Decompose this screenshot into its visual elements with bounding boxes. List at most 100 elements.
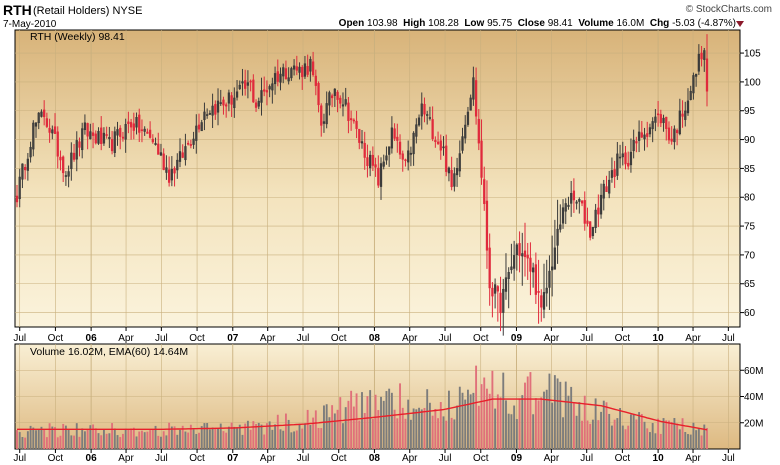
candle-body xyxy=(292,65,296,70)
volume-bar xyxy=(640,413,643,449)
candle-body xyxy=(412,132,415,155)
candle-body xyxy=(138,114,141,133)
candle-body xyxy=(110,139,114,152)
candle-body xyxy=(320,105,323,126)
candle-body xyxy=(379,163,383,187)
volume-bar xyxy=(488,393,491,449)
volume-bar xyxy=(181,425,184,449)
volume-bar xyxy=(122,433,124,449)
volume-bar xyxy=(317,427,320,449)
candle-body xyxy=(390,127,394,149)
candle-body xyxy=(284,68,288,80)
candle-body xyxy=(480,140,483,178)
volume-bar xyxy=(703,424,706,449)
candle-body xyxy=(336,91,339,100)
candle-body xyxy=(162,153,165,170)
volume-bar xyxy=(287,419,290,449)
volume-bar xyxy=(18,432,21,449)
volume-bar xyxy=(276,414,279,449)
candle-body xyxy=(311,61,315,76)
candle-body xyxy=(616,153,619,176)
candle-body xyxy=(24,167,27,171)
volume-bar xyxy=(697,428,700,449)
volume-bar xyxy=(127,430,130,449)
volume-bar xyxy=(86,429,89,449)
volume-bar xyxy=(227,426,230,449)
volume-bar xyxy=(78,436,81,449)
candle-body xyxy=(461,136,464,151)
candle-body xyxy=(523,250,527,258)
candle-body xyxy=(64,175,68,177)
candle-body xyxy=(129,122,133,128)
volume-bar xyxy=(581,420,583,449)
volume-value: 16.0M xyxy=(616,18,645,29)
volume-bar xyxy=(428,402,431,449)
close-value: 98.41 xyxy=(547,18,573,29)
volume-bar xyxy=(214,428,217,449)
candle-body xyxy=(445,145,448,172)
candle-body xyxy=(135,117,138,128)
brand-link[interactable]: © StockCharts.com xyxy=(685,4,772,15)
volume-bar xyxy=(684,431,687,449)
candle-body xyxy=(157,143,160,155)
x-tick-label: Oct xyxy=(189,333,205,344)
volume-bar xyxy=(54,427,56,449)
volume-bar xyxy=(619,408,622,449)
volume-bar xyxy=(477,405,480,449)
volume-bar xyxy=(676,423,679,449)
candle-body xyxy=(556,228,559,246)
candle-body xyxy=(643,134,646,140)
candle-body xyxy=(18,176,21,200)
candle-body xyxy=(203,111,206,121)
volume-bar xyxy=(217,428,219,449)
volume-bar xyxy=(124,428,127,449)
x-tick-label: Jul xyxy=(439,333,452,344)
candle-body xyxy=(246,82,250,86)
volume-bar xyxy=(450,417,453,449)
candle-body xyxy=(700,52,703,60)
volume-bar xyxy=(298,423,301,449)
candle-body xyxy=(309,58,312,72)
volume-bar xyxy=(385,391,388,449)
candle-body xyxy=(442,146,445,149)
volume-bar xyxy=(336,409,339,449)
volume-bar xyxy=(149,430,152,449)
volume-bar xyxy=(339,397,342,449)
volume-bar xyxy=(594,398,597,449)
volume-bar xyxy=(390,392,393,449)
candle-body xyxy=(271,83,274,91)
chg-value: -5.03 (-4.87%) xyxy=(672,18,736,29)
volume-y-tick-label: 40M xyxy=(744,392,763,403)
candle-body xyxy=(447,167,451,174)
candle-body xyxy=(287,77,290,82)
x-tick-label: 08 xyxy=(369,453,381,464)
candle-body xyxy=(697,53,700,72)
candle-body xyxy=(605,186,608,193)
candle-body xyxy=(295,66,298,71)
candle-body xyxy=(143,128,146,132)
volume-bar xyxy=(189,424,192,449)
candle-body xyxy=(575,201,578,204)
candle-body xyxy=(499,292,502,314)
volume-bar xyxy=(132,427,135,449)
volume-bar xyxy=(518,398,521,449)
x-tick-label: Jul xyxy=(155,333,168,344)
candle-body xyxy=(632,139,635,152)
candle-body xyxy=(420,103,423,117)
volume-bar xyxy=(265,423,268,449)
volume-bar xyxy=(257,422,260,449)
candle-body xyxy=(214,104,217,115)
candle-body xyxy=(518,243,521,256)
volume-bar xyxy=(502,372,505,449)
volume-bar xyxy=(146,431,149,449)
candle-body xyxy=(43,109,46,118)
candle-body xyxy=(173,168,176,174)
candle-body xyxy=(252,79,255,103)
x-tick-label: 07 xyxy=(227,453,239,464)
candle-body xyxy=(273,73,277,85)
candle-body xyxy=(263,89,266,92)
volume-bar xyxy=(706,427,708,449)
candle-body xyxy=(330,95,334,99)
volume-bar xyxy=(173,426,176,449)
